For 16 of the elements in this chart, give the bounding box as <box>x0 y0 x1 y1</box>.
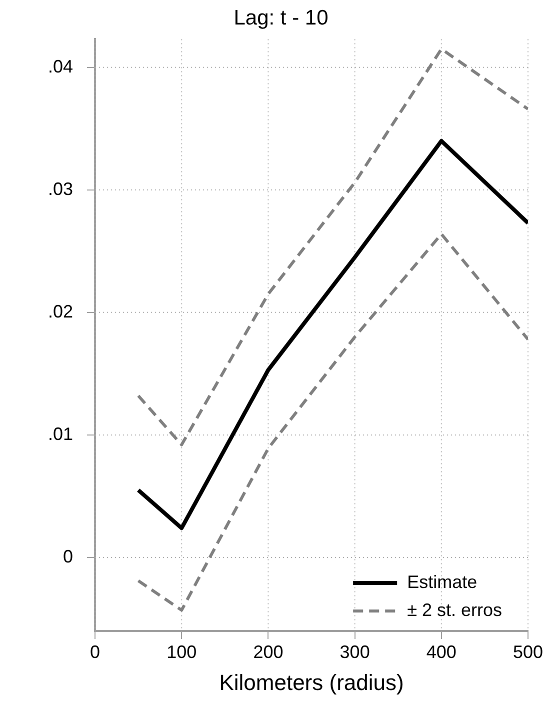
x-tick-label: 100 <box>166 642 197 662</box>
line-series <box>136 48 528 446</box>
x-tick-label: 200 <box>253 642 284 662</box>
y-tick-label: .02 <box>48 301 74 322</box>
x-tick-label: 500 <box>512 642 544 662</box>
x-tick-label: 0 <box>90 642 100 662</box>
y-tick-label: .04 <box>48 56 74 76</box>
legend-label: ± 2 st. erros <box>407 600 502 620</box>
x-axis-title: Kilometers (radius) <box>219 670 404 695</box>
y-tick-label: .01 <box>48 424 74 444</box>
y-tick-label: .03 <box>48 178 74 199</box>
x-tick-label: 300 <box>340 642 370 662</box>
y-tick-label: 0 <box>63 546 74 566</box>
x-tick-label: 400 <box>426 642 456 662</box>
chart-title: Lag: t - 10 <box>234 6 328 30</box>
legend-label: Estimate <box>407 572 478 592</box>
